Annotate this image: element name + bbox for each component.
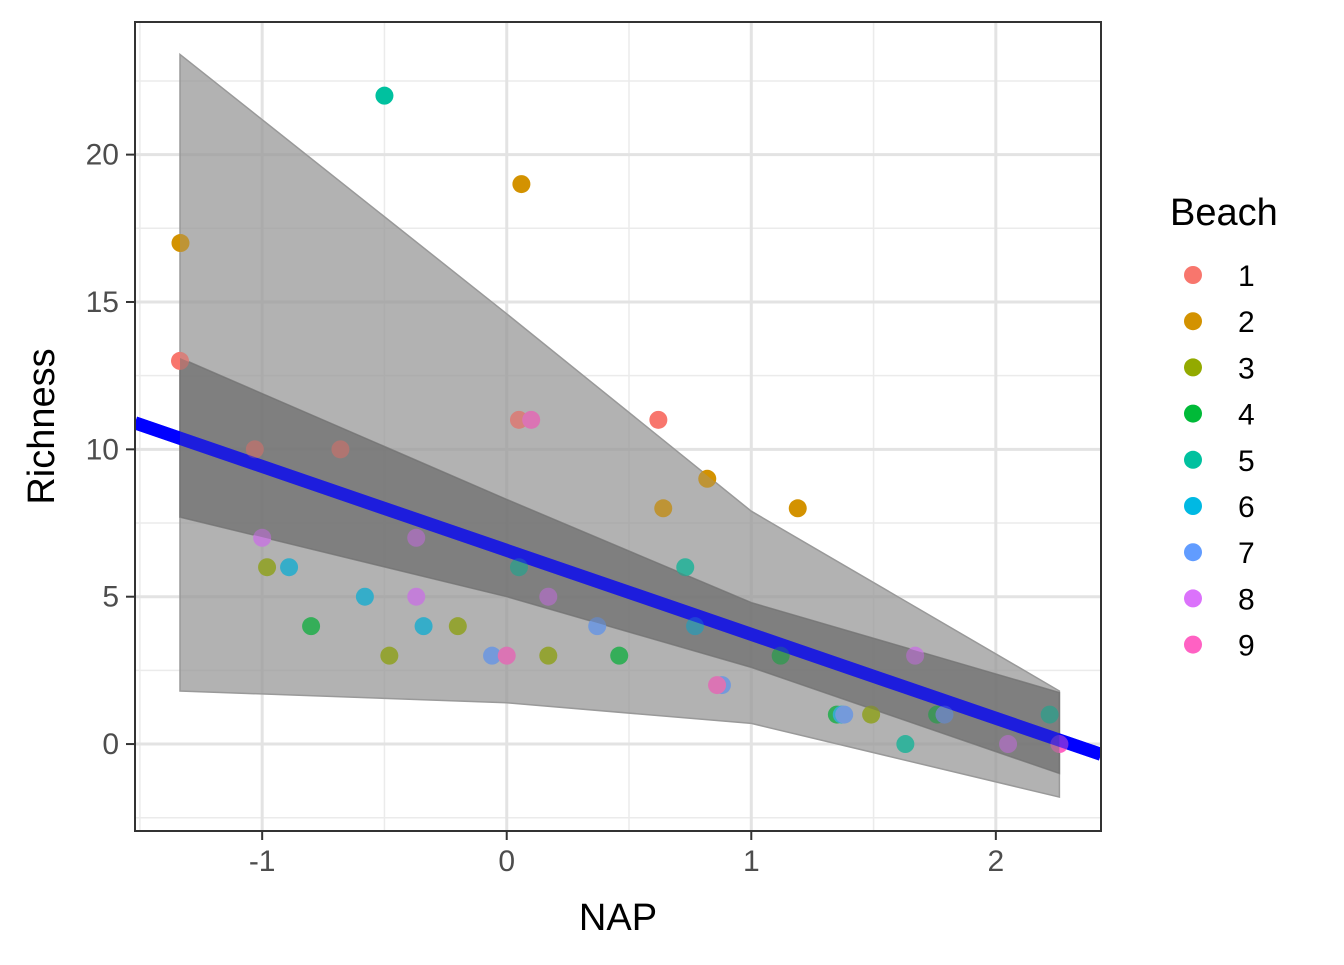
data-layer bbox=[135, 52, 1101, 799]
legend-item-2: 2 bbox=[1184, 306, 1255, 339]
legend-label: 7 bbox=[1238, 537, 1255, 570]
data-point-beach-4 bbox=[610, 646, 629, 665]
legend-item-7: 7 bbox=[1184, 537, 1255, 570]
data-point-beach-5 bbox=[676, 558, 695, 577]
x-tick-label: -1 bbox=[249, 845, 276, 878]
data-point-beach-7 bbox=[588, 617, 607, 636]
legend-key bbox=[1184, 589, 1202, 608]
legend-label: 8 bbox=[1238, 583, 1255, 616]
data-point-beach-2 bbox=[654, 499, 673, 518]
data-point-beach-9 bbox=[497, 646, 516, 665]
data-point-beach-5 bbox=[375, 86, 394, 105]
data-point-beach-3 bbox=[448, 617, 467, 636]
data-point-beach-8 bbox=[253, 528, 272, 547]
x-axis-title: NAP bbox=[579, 897, 657, 939]
legend-key bbox=[1184, 635, 1202, 654]
data-point-beach-2 bbox=[698, 469, 717, 488]
y-tick-label: 0 bbox=[102, 728, 119, 761]
legend: Beach 1 2 3 4 5 6 7 8 9 bbox=[1170, 192, 1278, 663]
data-point-beach-9 bbox=[522, 410, 541, 429]
data-point-beach-2 bbox=[512, 175, 531, 194]
legend-key bbox=[1184, 450, 1202, 469]
data-point-beach-3 bbox=[380, 646, 399, 665]
data-point-beach-6 bbox=[414, 617, 433, 636]
data-point-beach-8 bbox=[999, 735, 1018, 754]
legend-label: 2 bbox=[1238, 306, 1255, 339]
data-point-beach-8 bbox=[407, 528, 426, 547]
y-tick-label: 15 bbox=[86, 286, 119, 319]
data-point-beach-5 bbox=[1040, 705, 1059, 724]
data-point-beach-1 bbox=[170, 351, 189, 370]
data-point-beach-4 bbox=[302, 617, 321, 636]
data-points bbox=[170, 86, 1069, 754]
data-point-beach-3 bbox=[539, 646, 558, 665]
data-point-beach-6 bbox=[355, 587, 374, 606]
data-point-beach-3 bbox=[258, 558, 277, 577]
data-point-beach-3 bbox=[862, 705, 881, 724]
data-point-beach-7 bbox=[483, 646, 502, 665]
data-point-beach-7 bbox=[835, 705, 854, 724]
y-axis-title: Richness bbox=[21, 348, 63, 504]
data-point-beach-9 bbox=[708, 676, 727, 695]
data-point-beach-2 bbox=[171, 234, 190, 253]
data-point-beach-5 bbox=[896, 735, 915, 754]
legend-label: 9 bbox=[1238, 630, 1255, 663]
x-axis: -1 0 1 2 bbox=[249, 831, 1004, 878]
y-axis: 0 5 10 15 20 bbox=[86, 139, 135, 761]
legend-item-9: 9 bbox=[1184, 630, 1255, 663]
legend-item-3: 3 bbox=[1184, 352, 1255, 385]
legend-item-6: 6 bbox=[1184, 491, 1255, 524]
x-tick-label: 1 bbox=[743, 845, 760, 878]
legend-label: 4 bbox=[1238, 399, 1255, 432]
data-point-beach-8 bbox=[906, 646, 925, 665]
legend-label: 5 bbox=[1238, 445, 1255, 478]
data-point-beach-2 bbox=[788, 499, 807, 518]
legend-item-5: 5 bbox=[1184, 445, 1255, 478]
legend-label: 6 bbox=[1238, 491, 1255, 524]
legend-item-8: 8 bbox=[1184, 583, 1255, 616]
confidence-ribbon-outer-overlay bbox=[180, 54, 1060, 798]
legend-title: Beach bbox=[1170, 192, 1278, 234]
data-point-beach-8 bbox=[539, 587, 558, 606]
data-point-beach-8 bbox=[407, 587, 426, 606]
legend-label: 3 bbox=[1238, 352, 1255, 385]
y-tick-label: 5 bbox=[102, 581, 119, 614]
legend-item-4: 4 bbox=[1184, 399, 1255, 432]
x-tick-label: 0 bbox=[498, 845, 515, 878]
x-tick-label: 2 bbox=[987, 845, 1004, 878]
legend-key bbox=[1184, 543, 1202, 562]
data-point-beach-1 bbox=[245, 440, 264, 459]
data-point-beach-6 bbox=[280, 558, 299, 577]
legend-key bbox=[1184, 266, 1202, 284]
legend-key bbox=[1184, 497, 1202, 515]
data-point-beach-1 bbox=[649, 410, 668, 429]
legend-label: 1 bbox=[1238, 260, 1255, 293]
y-tick-label: 20 bbox=[86, 139, 119, 172]
plot-border bbox=[134, 21, 1102, 832]
data-point-beach-1 bbox=[331, 440, 350, 459]
data-point-beach-7 bbox=[935, 705, 954, 724]
confidence-ribbon-outer bbox=[179, 52, 1061, 799]
legend-item-1: 1 bbox=[1184, 260, 1255, 293]
y-tick-label: 10 bbox=[86, 433, 119, 466]
regression-line-overlay bbox=[135, 416, 1101, 761]
legend-key bbox=[1184, 404, 1202, 423]
legend-key bbox=[1184, 312, 1202, 331]
legend-key bbox=[1184, 358, 1202, 377]
